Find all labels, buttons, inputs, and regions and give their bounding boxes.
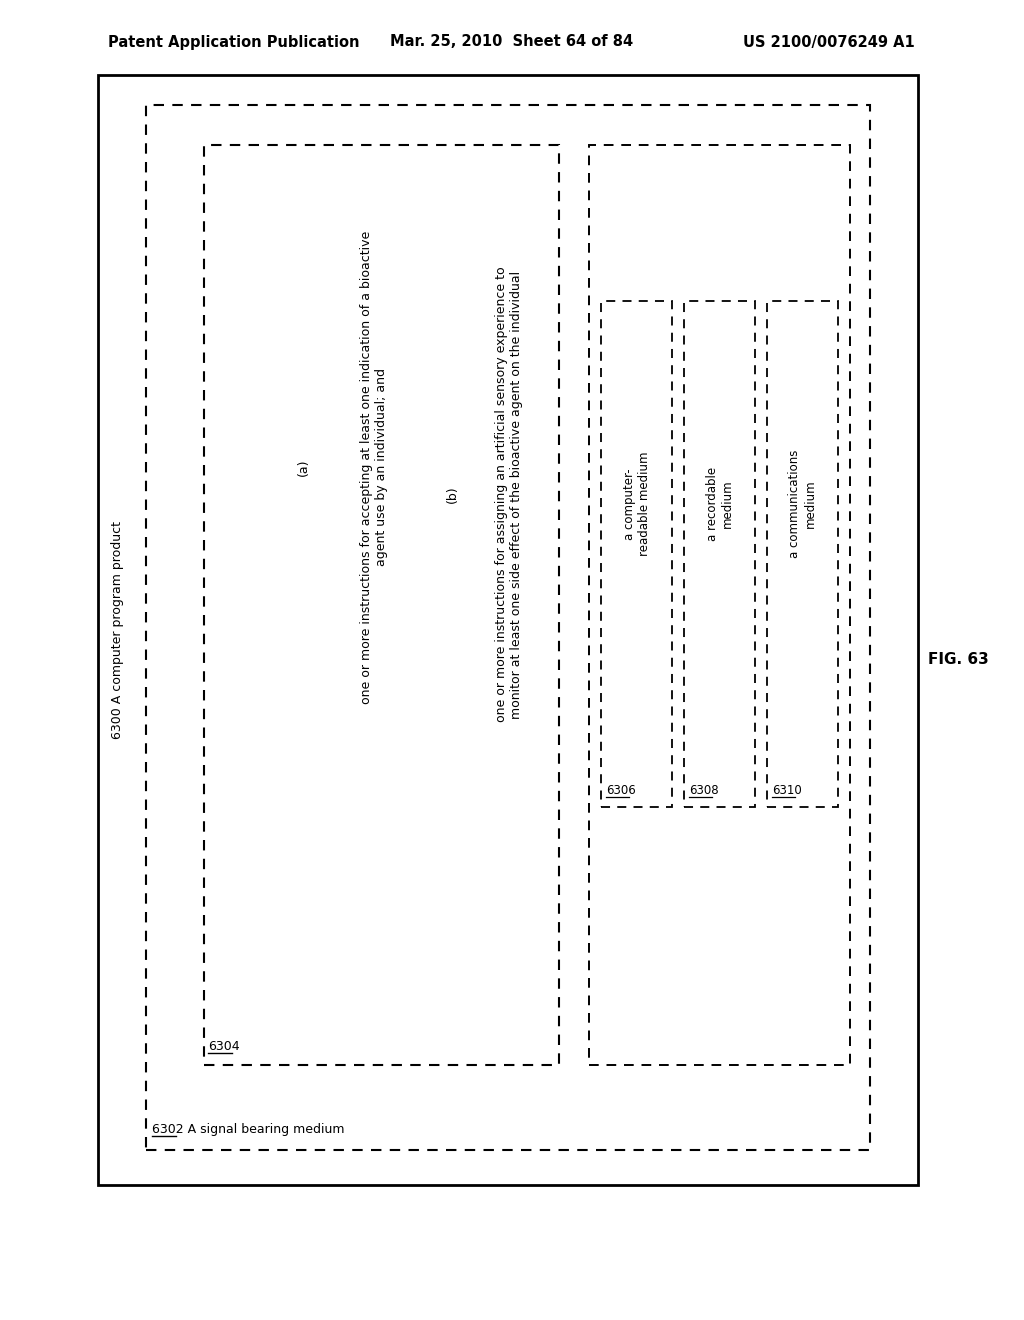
Text: 6308: 6308 bbox=[689, 784, 719, 797]
Text: a computer-
readable medium: a computer- readable medium bbox=[623, 451, 650, 556]
Bar bbox=[98, 75, 918, 1185]
Text: 6302 A signal bearing medium: 6302 A signal bearing medium bbox=[152, 1123, 344, 1137]
Text: Mar. 25, 2010  Sheet 64 of 84: Mar. 25, 2010 Sheet 64 of 84 bbox=[390, 34, 634, 49]
Bar bbox=[767, 301, 838, 808]
Bar bbox=[601, 301, 672, 808]
Bar bbox=[684, 301, 755, 808]
Text: a recordable
medium: a recordable medium bbox=[706, 467, 733, 541]
Bar bbox=[204, 145, 559, 1065]
Bar bbox=[589, 145, 850, 1065]
Bar bbox=[146, 106, 870, 1150]
Text: FIG. 63: FIG. 63 bbox=[928, 652, 988, 668]
Text: (a): (a) bbox=[297, 458, 310, 475]
Text: one or more instructions for accepting at least one indication of a bioactive
ag: one or more instructions for accepting a… bbox=[360, 231, 388, 704]
Text: 6300 A computer program product: 6300 A computer program product bbox=[112, 521, 125, 739]
Text: (b): (b) bbox=[446, 486, 459, 503]
Text: Patent Application Publication: Patent Application Publication bbox=[108, 34, 359, 49]
Text: 6304: 6304 bbox=[208, 1040, 240, 1053]
Text: 6310: 6310 bbox=[772, 784, 802, 797]
Text: one or more instructions for assigning an artificial sensory experience to
monit: one or more instructions for assigning a… bbox=[496, 267, 523, 722]
Text: 6306: 6306 bbox=[606, 784, 636, 797]
Text: a communications
medium: a communications medium bbox=[788, 450, 816, 558]
Text: US 2100/0076249 A1: US 2100/0076249 A1 bbox=[743, 34, 915, 49]
